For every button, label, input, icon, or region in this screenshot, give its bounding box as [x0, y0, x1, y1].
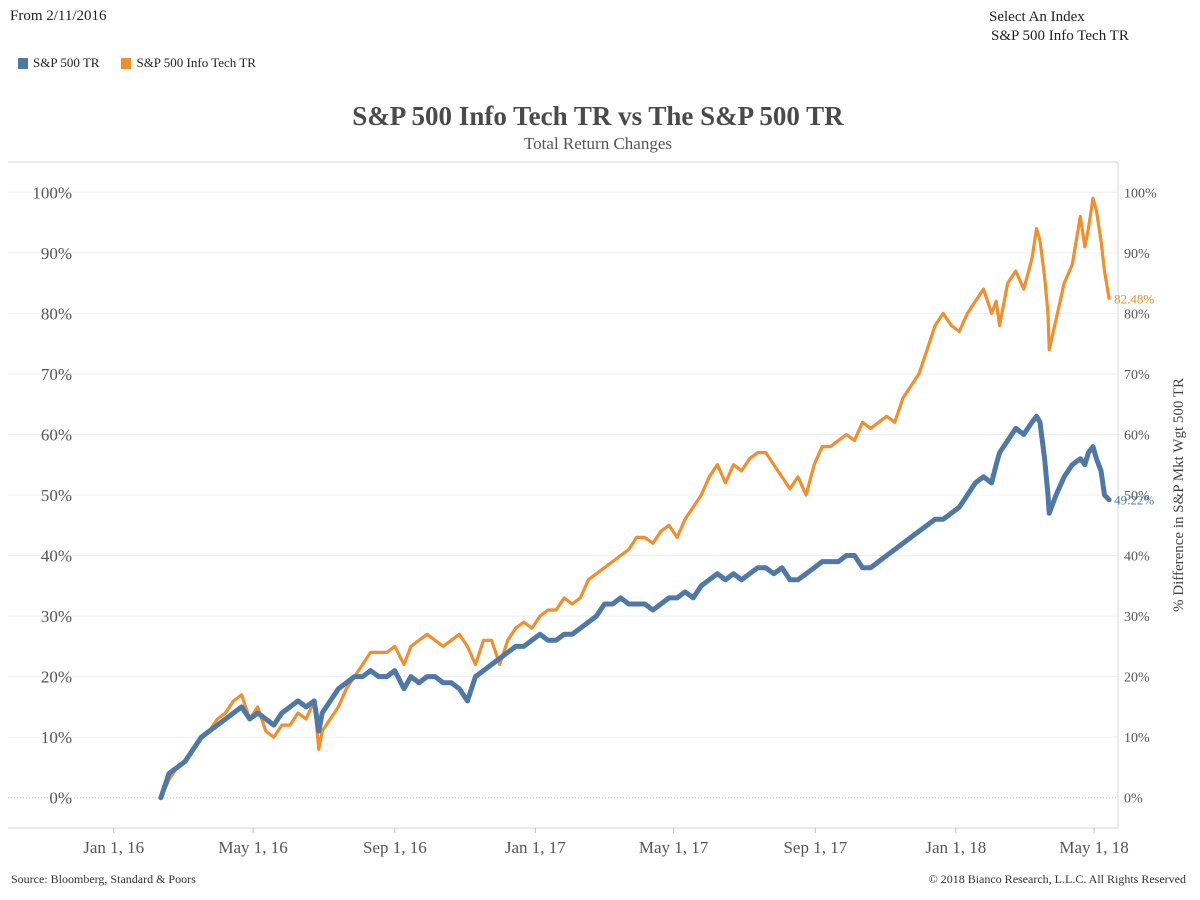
end-label-sp500: 49.22% — [1114, 493, 1154, 508]
y-tick-label-right: 60% — [1124, 428, 1150, 443]
legend-item-info-tech[interactable]: S&P 500 Info Tech TR — [121, 55, 256, 71]
y-tick-label-right: 40% — [1124, 550, 1150, 565]
chart-subtitle: Total Return Changes — [523, 134, 672, 153]
source-note: Source: Bloomberg, Standard & Poors — [11, 872, 196, 886]
axis-labels: 0% 0% 10% 10% 20% 20% 30% 30% 40% 40% 50% 50% 60% 60%… — [32, 183, 1187, 857]
x-tick-label: May 1, 18 — [1059, 838, 1128, 857]
x-tick-label: Jan 1, 17 — [505, 838, 566, 857]
copyright-note: © 2018 Bianco Research, L.L.C. All Right… — [928, 872, 1186, 886]
y-tick-label-right: 100% — [1124, 186, 1157, 201]
y-tick-label-left: 80% — [41, 304, 72, 323]
y-tick-label-right: 80% — [1124, 307, 1150, 322]
chart-title: S&P 500 Info Tech TR vs The S&P 500 TR — [352, 101, 844, 131]
y-tick-label-right: 30% — [1124, 610, 1150, 625]
index-selector-label: Select An Index — [989, 9, 1085, 25]
series-line-sp500[interactable] — [158, 413, 1112, 801]
y-tick-label-left: 20% — [41, 668, 72, 687]
chart-frame — [8, 161, 1119, 833]
y-tick-label-left: 90% — [41, 244, 72, 263]
y-tick-label-left: 100% — [32, 183, 72, 202]
gridlines — [8, 191, 1118, 799]
x-tick-label: May 1, 17 — [639, 838, 709, 857]
x-tick-label: Sep 1, 17 — [783, 838, 847, 857]
legend: S&P 500 TR S&P 500 Info Tech TR — [18, 55, 256, 71]
x-tick-label: Jan 1, 18 — [925, 838, 986, 857]
legend-label-sp500: S&P 500 TR — [33, 55, 100, 70]
end-label-info-tech: 82.48% — [1114, 291, 1154, 306]
y-tick-label-right: 10% — [1124, 731, 1150, 746]
legend-label-info-tech: S&P 500 Info Tech TR — [136, 55, 256, 70]
legend-swatch-sp500 — [18, 57, 28, 69]
y-tick-label-right: 20% — [1124, 671, 1150, 686]
series-line-info-tech[interactable] — [159, 196, 1111, 800]
y-tick-label-left: 10% — [41, 728, 72, 747]
date-filter-label[interactable]: From 2/11/2016 — [10, 8, 107, 24]
y-tick-label-left: 70% — [41, 365, 72, 384]
y-tick-label-left: 40% — [41, 547, 72, 566]
x-tick-label: May 1, 16 — [218, 838, 287, 857]
y-tick-label-left: 60% — [41, 425, 72, 444]
legend-item-sp500[interactable]: S&P 500 TR — [18, 55, 99, 71]
y-tick-label-right: 70% — [1124, 368, 1150, 383]
right-axis-title: % Difference in S&P Mkt Wgt 500 TR — [1171, 378, 1187, 612]
y-tick-label-right: 0% — [1124, 792, 1143, 807]
y-tick-label-right: 50% — [1124, 489, 1150, 504]
y-tick-label-left: 0% — [49, 789, 72, 808]
y-tick-label-right: 90% — [1124, 247, 1150, 262]
legend-swatch-info-tech — [121, 57, 132, 69]
index-selector-value[interactable]: S&P 500 Info Tech TR — [991, 28, 1129, 44]
y-tick-label-left: 30% — [41, 607, 72, 626]
series-lines — [158, 196, 1112, 801]
x-tick-label: Sep 1, 16 — [363, 838, 427, 857]
x-tick-label: Jan 1, 16 — [83, 838, 144, 857]
y-tick-label-left: 50% — [41, 486, 72, 505]
